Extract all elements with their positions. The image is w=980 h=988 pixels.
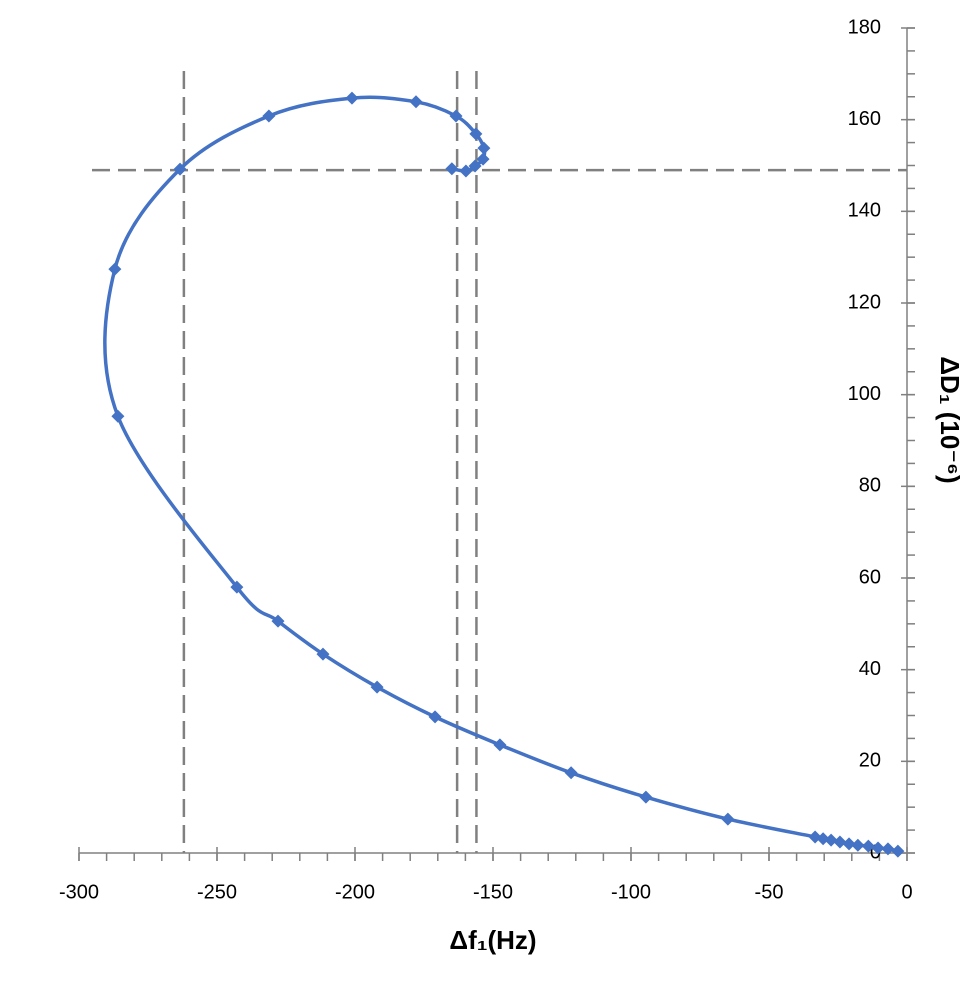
series-line (103, 95, 899, 853)
data-point (808, 830, 822, 844)
data-point (316, 647, 330, 661)
y-tick-label: 40 (859, 658, 881, 680)
data-point (262, 109, 276, 123)
data-point (108, 262, 122, 276)
data-point (428, 710, 442, 724)
y-tick-label: 0 (870, 841, 881, 863)
data-point (468, 159, 482, 173)
data-point (459, 164, 473, 178)
data-point (173, 162, 187, 176)
data-point (564, 766, 578, 780)
y-tick-label: 80 (859, 475, 881, 497)
x-tick-label: -250 (197, 881, 237, 903)
data-point (476, 152, 490, 166)
data-point (370, 680, 384, 694)
data-point (833, 835, 847, 849)
data-point (721, 812, 735, 826)
data-point (345, 91, 359, 105)
data-point (891, 844, 905, 858)
data-point (230, 580, 244, 594)
data-point (851, 838, 865, 852)
x-tick-label: -100 (611, 881, 651, 903)
y-tick-label: 20 (859, 750, 881, 772)
y-tick-label: 160 (848, 108, 881, 130)
x-tick-label: -50 (755, 881, 784, 903)
x-tick-label: -300 (59, 881, 99, 903)
data-point (881, 842, 895, 856)
data-point (493, 738, 507, 752)
y-axis-title: ΔD₁ (10⁻⁶) (935, 356, 965, 483)
x-tick-label: -150 (473, 881, 513, 903)
data-point (861, 839, 875, 853)
data-point (477, 141, 491, 155)
y-tick-label: 140 (848, 200, 881, 222)
data-point (271, 614, 285, 628)
y-tick-label: 100 (848, 383, 881, 405)
data-point (409, 95, 423, 109)
data-point (469, 127, 483, 141)
x-tick-label: -200 (335, 881, 375, 903)
data-point (445, 162, 459, 176)
x-tick-label: 0 (901, 881, 912, 903)
data-point (111, 409, 125, 423)
data-point (639, 790, 653, 804)
y-tick-label: 60 (859, 566, 881, 588)
y-tick-label: 120 (848, 291, 881, 313)
data-point (824, 833, 838, 847)
y-tick-label: 180 (848, 16, 881, 38)
data-point (449, 109, 463, 123)
data-point (871, 841, 885, 855)
x-axis-title: Δf₁(Hz) (449, 925, 536, 955)
data-point (842, 837, 856, 851)
